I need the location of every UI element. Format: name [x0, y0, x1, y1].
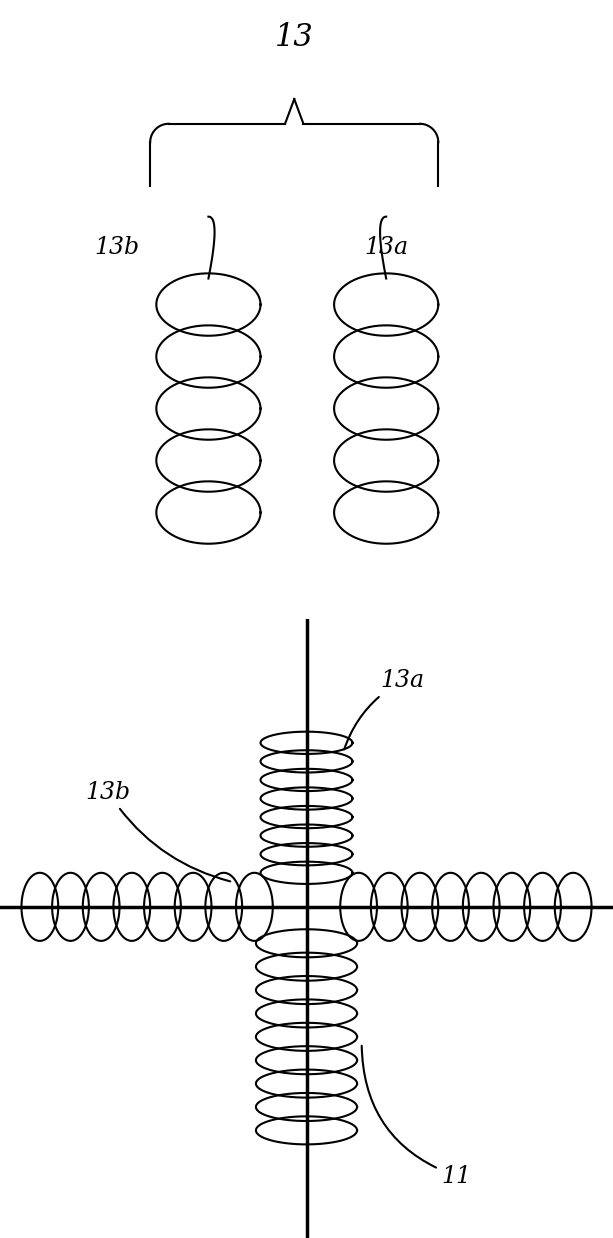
Text: 13b: 13b: [94, 236, 139, 259]
Text: 13a: 13a: [364, 236, 408, 259]
Text: 13b: 13b: [86, 781, 230, 881]
Text: 11: 11: [362, 1046, 471, 1187]
Text: 13a: 13a: [344, 670, 424, 749]
Text: 13: 13: [275, 21, 314, 53]
